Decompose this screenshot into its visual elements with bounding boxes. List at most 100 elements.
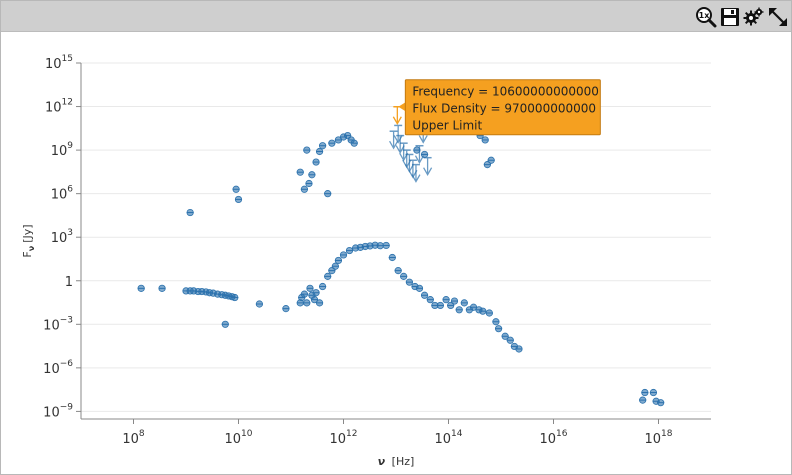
save-icon[interactable] <box>719 6 741 28</box>
data-point[interactable] <box>300 290 309 298</box>
data-point[interactable] <box>345 246 354 255</box>
y-tick-label: 106 <box>51 185 74 203</box>
x-tick-label: 1012 <box>330 429 358 447</box>
y-tick-label: 10−3 <box>43 315 73 333</box>
data-point[interactable] <box>328 139 336 147</box>
tooltip-flux-density: Flux Density = 970000000000 <box>412 102 596 116</box>
upper-limit-marker[interactable] <box>393 124 403 144</box>
y-tick-label: 1 <box>65 275 73 290</box>
data-point[interactable] <box>641 388 649 397</box>
highlighted-upper-limit[interactable] <box>392 105 402 126</box>
data-point[interactable] <box>494 325 503 333</box>
data-point[interactable] <box>657 399 665 407</box>
y-tick-labels: 1015 1012 109 106 103 1 10−3 10−6 10−9 <box>43 54 81 420</box>
y-tick-label: 10−6 <box>43 359 73 377</box>
upper-limit-marker[interactable] <box>414 144 425 165</box>
data-point[interactable] <box>255 300 263 308</box>
upper-limit-marker[interactable] <box>423 156 433 177</box>
data-point[interactable] <box>232 185 240 193</box>
upper-limit-marker[interactable] <box>411 163 421 183</box>
data-point[interactable] <box>334 256 343 265</box>
data-point[interactable] <box>137 284 145 292</box>
data-point[interactable] <box>388 253 396 262</box>
data-point[interactable] <box>501 332 509 340</box>
fullscreen-icon[interactable] <box>767 6 789 28</box>
data-point[interactable] <box>234 195 243 204</box>
data-point[interactable] <box>312 289 320 297</box>
tooltip-frequency: Frequency = 10600000000000 <box>412 85 599 99</box>
grid-lines <box>81 62 711 412</box>
data-point[interactable] <box>455 306 463 314</box>
data-point[interactable] <box>221 320 229 328</box>
y-tick-label: 109 <box>51 141 74 159</box>
tooltip-box <box>404 79 601 136</box>
x-tick-label: 108 <box>122 429 145 447</box>
data-point[interactable] <box>450 297 459 305</box>
data-point[interactable] <box>515 345 523 353</box>
data-point[interactable] <box>649 388 658 397</box>
data-point[interactable] <box>319 282 327 291</box>
data-point[interactable] <box>310 296 319 304</box>
data-point[interactable] <box>426 296 434 304</box>
data-point[interactable] <box>331 262 339 270</box>
upper-limit-marker[interactable] <box>389 130 399 150</box>
svg-text:1x: 1x <box>699 11 711 20</box>
x-tick-labels: 108 1010 1012 1014 1016 1018 <box>122 419 673 447</box>
data-point[interactable] <box>158 284 166 292</box>
data-point[interactable] <box>506 336 514 344</box>
data-point[interactable] <box>460 299 468 307</box>
data-point[interactable] <box>306 284 314 292</box>
tooltip-pointer <box>398 101 407 112</box>
data-point[interactable] <box>312 158 320 166</box>
data-point[interactable] <box>485 309 493 317</box>
y-tick-label: 1012 <box>45 98 73 116</box>
data-point[interactable] <box>231 293 239 302</box>
data-point[interactable] <box>300 185 309 193</box>
data-point[interactable] <box>315 147 324 156</box>
x-tick-label: 1018 <box>645 429 673 447</box>
data-point[interactable] <box>639 396 647 404</box>
x-tick-label: 1016 <box>540 429 568 447</box>
data-point[interactable] <box>186 208 194 217</box>
data-point[interactable] <box>296 168 304 176</box>
data-point[interactable] <box>442 296 450 304</box>
toolbar-buttons: 1x <box>695 5 789 29</box>
data-point[interactable] <box>420 291 429 299</box>
reset-zoom-icon[interactable]: 1x <box>695 6 717 28</box>
data-point[interactable] <box>303 299 311 307</box>
sed-chart[interactable]: 108 1010 1012 1014 1016 1018 1015 1012 109 106 10… <box>1 32 791 474</box>
data-point[interactable] <box>319 142 327 150</box>
data-point[interactable] <box>405 278 414 286</box>
data-point[interactable] <box>303 146 311 154</box>
data-point[interactable] <box>308 171 316 179</box>
hover-tooltip: Frequency = 10600000000000 Flux Density … <box>398 79 601 136</box>
data-points[interactable] <box>137 121 665 407</box>
y-tick-label: 1015 <box>45 54 73 72</box>
plot-toolbar: 1x <box>1 1 791 32</box>
settings-icon[interactable] <box>743 6 765 28</box>
data-point[interactable] <box>324 190 332 198</box>
data-point[interactable] <box>350 139 358 147</box>
data-point[interactable] <box>394 267 402 275</box>
data-point[interactable] <box>282 305 290 313</box>
data-point[interactable] <box>382 241 390 250</box>
y-tick-label: 10−9 <box>43 402 73 420</box>
tooltip-upper-limit: Upper Limit <box>412 119 482 133</box>
x-tick-label: 1010 <box>225 429 253 447</box>
data-point[interactable] <box>376 242 384 250</box>
data-point[interactable] <box>492 318 500 326</box>
data-point[interactable] <box>436 301 444 310</box>
data-point[interactable] <box>487 156 495 164</box>
data-point[interactable] <box>305 179 313 188</box>
data-point[interactable] <box>415 284 424 292</box>
data-point[interactable] <box>339 251 348 259</box>
data-point[interactable] <box>324 272 332 280</box>
data-point[interactable] <box>315 299 324 307</box>
data-point[interactable] <box>479 307 487 315</box>
x-axis-title: ν [Hz] <box>378 455 415 468</box>
y-axis-title: Fν[Jy] <box>21 224 36 257</box>
data-point[interactable] <box>481 136 489 144</box>
data-point[interactable] <box>400 272 408 280</box>
x-tick-label: 1014 <box>435 429 463 447</box>
